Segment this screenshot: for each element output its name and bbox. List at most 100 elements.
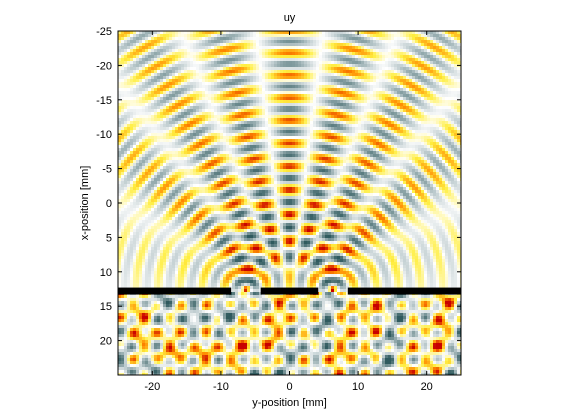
heatmap-cell [328, 79, 332, 83]
heatmap-cell [142, 145, 146, 149]
heatmap-cell [142, 142, 146, 146]
heatmap-cell [424, 94, 428, 98]
heatmap-cell [325, 97, 329, 101]
heatmap-cell [385, 139, 389, 143]
heatmap-cell [310, 118, 314, 122]
heatmap-cell [379, 139, 383, 143]
heatmap-cell [262, 136, 266, 140]
heatmap-cell [418, 82, 422, 86]
heatmap-cell [190, 112, 194, 116]
heatmap-cell [127, 121, 131, 125]
heatmap-cell [358, 40, 362, 44]
heatmap-cell [409, 133, 413, 137]
heatmap-cell [157, 97, 161, 101]
heatmap-cell [328, 97, 332, 101]
heatmap-cell [388, 58, 392, 62]
heatmap-cell [289, 112, 293, 116]
heatmap-cell [184, 145, 188, 149]
heatmap-cell [193, 37, 197, 41]
heatmap-cell [241, 112, 245, 116]
heatmap-cell [190, 151, 194, 155]
heatmap-cell [349, 34, 353, 38]
heatmap-cell [184, 94, 188, 98]
heatmap-cell [292, 37, 296, 41]
heatmap-cell [250, 31, 254, 35]
heatmap-cell [412, 70, 416, 74]
heatmap-cell [133, 157, 137, 161]
heatmap-cell [319, 58, 323, 62]
heatmap-cell [409, 124, 413, 128]
heatmap-cell [268, 121, 272, 125]
heatmap-cell [181, 94, 185, 98]
heatmap-cell [325, 85, 329, 89]
heatmap-cell [208, 82, 212, 86]
heatmap-cell [451, 109, 455, 113]
heatmap-cell [217, 91, 221, 95]
heatmap-cell [364, 151, 368, 155]
heatmap-cell [292, 148, 296, 152]
heatmap-cell [418, 124, 422, 128]
heatmap-cell [199, 112, 203, 116]
heatmap-cell [220, 100, 224, 104]
heatmap-cell [358, 142, 362, 146]
heatmap-cell [385, 70, 389, 74]
heatmap-cell [208, 91, 212, 95]
heatmap-cell [358, 121, 362, 125]
heatmap-cell [160, 142, 164, 146]
heatmap-cell [133, 94, 137, 98]
heatmap-cell [199, 49, 203, 53]
heatmap-cell [346, 127, 350, 131]
heatmap-cell [304, 130, 308, 134]
heatmap-cell [313, 55, 317, 59]
heatmap-cell [283, 112, 287, 116]
heatmap-cell [337, 103, 341, 107]
heatmap-cell [349, 136, 353, 140]
heatmap-cell [226, 154, 230, 158]
heatmap-cell [436, 64, 440, 68]
heatmap-cell [418, 94, 422, 98]
heatmap-cell [157, 148, 161, 152]
heatmap-cell [268, 46, 272, 50]
heatmap-cell [295, 88, 299, 92]
heatmap-cell [442, 58, 446, 62]
heatmap-cell [367, 121, 371, 125]
heatmap-cell [364, 115, 368, 119]
heatmap-cell [373, 154, 377, 158]
heatmap-cell [193, 142, 197, 146]
heatmap-cell [265, 157, 269, 161]
heatmap-cell [124, 88, 128, 92]
heatmap-cell [310, 154, 314, 158]
heatmap-cell [436, 49, 440, 53]
heatmap-cell [199, 61, 203, 65]
heatmap-cell [142, 103, 146, 107]
heatmap-cell [133, 49, 137, 53]
heatmap-cell [181, 43, 185, 47]
heatmap-cell [298, 37, 302, 41]
heatmap-cell [304, 118, 308, 122]
heatmap-cell [274, 97, 278, 101]
heatmap-cell [259, 91, 263, 95]
heatmap-cell [202, 160, 206, 164]
heatmap-cell [409, 79, 413, 83]
heatmap-cell [367, 139, 371, 143]
heatmap-cell [394, 97, 398, 101]
heatmap-cell [220, 133, 224, 137]
heatmap-cell [373, 130, 377, 134]
heatmap-cell [316, 112, 320, 116]
heatmap-cell [451, 97, 455, 101]
heatmap-cell [328, 157, 332, 161]
heatmap-cell [412, 61, 416, 65]
heatmap-cell [313, 103, 317, 107]
heatmap-cell [265, 160, 269, 164]
heatmap-cell [433, 49, 437, 53]
heatmap-cell [160, 160, 164, 164]
heatmap-cell [352, 82, 356, 86]
heatmap-cell [172, 133, 176, 137]
heatmap-cell [289, 43, 293, 47]
heatmap-cell [223, 121, 227, 125]
heatmap-cell [292, 127, 296, 131]
heatmap-cell [364, 157, 368, 161]
heatmap-cell [220, 115, 224, 119]
heatmap-cell [364, 46, 368, 50]
heatmap-cell [145, 121, 149, 125]
